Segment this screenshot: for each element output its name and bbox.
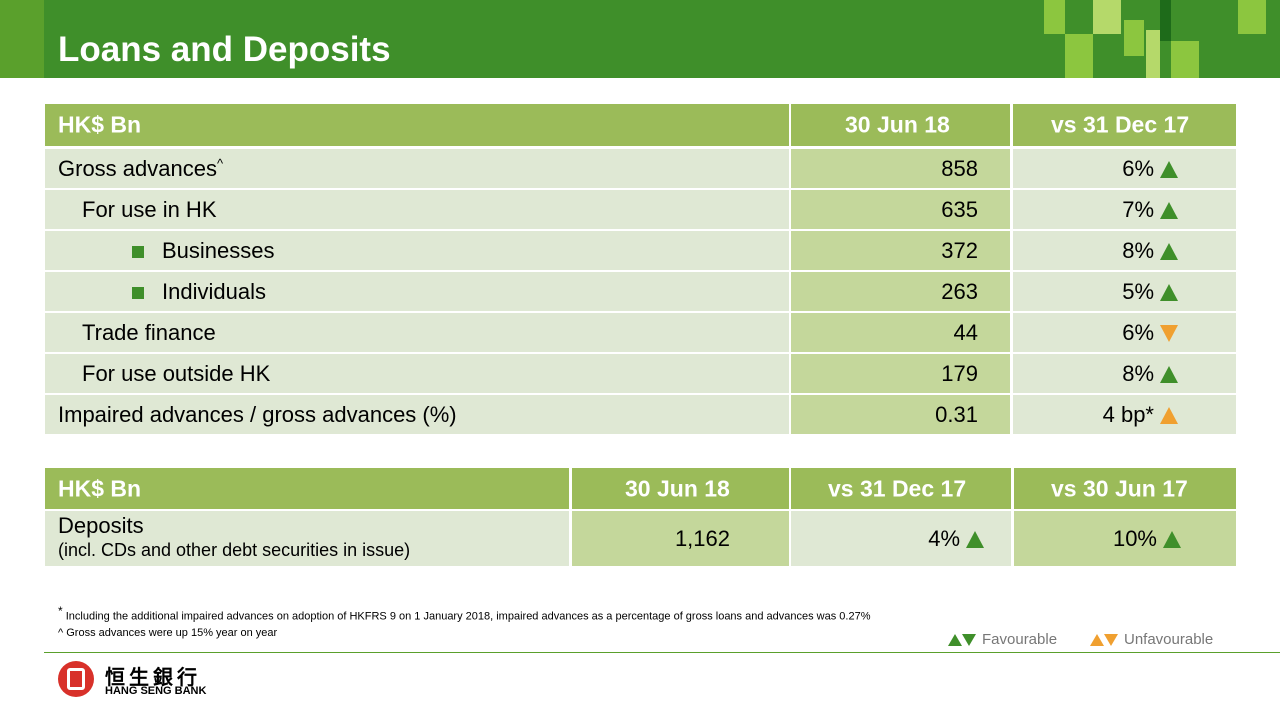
up-triangle-icon [1160,284,1178,302]
row-value: 179 [941,360,978,386]
table-row: For use outside HK 179 8% [45,354,1236,393]
row-change: 6% [1122,155,1154,181]
page-title: Loans and Deposits [58,30,391,69]
legend-favourable: Favourable [948,631,1057,648]
up-triangle-icon [1160,202,1178,220]
row-change: 4 bp* [1102,401,1154,427]
row-label: For use in HK [82,196,217,222]
footnote-caret: ^ Gross advances were up 15% year on yea… [58,627,278,639]
row-change: 6% [1122,319,1154,345]
hang-seng-logo-icon [58,661,94,697]
row-change: 7% [1122,196,1154,222]
row-value: 44 [953,319,978,345]
deposits-table: HK$ Bn 30 Jun 18 vs 31 Dec 17 vs 30 Jun … [45,468,1236,566]
row-label: Businesses [162,237,275,263]
down-triangle-icon [1104,634,1118,647]
row-change: 5% [1122,278,1154,304]
table-header: HK$ Bn 30 Jun 18 vs 31 Dec 17 [45,104,1236,146]
row-label: Individuals [162,278,266,304]
up-triangle-icon [966,531,984,549]
header-change-jun: vs 30 Jun 17 [1051,475,1188,501]
row-value: 635 [941,196,978,222]
table-row: Individuals 263 5% [45,272,1236,311]
down-triangle-icon [1160,325,1178,343]
up-triangle-icon [1160,161,1178,179]
bullet-icon [132,286,144,299]
up-triangle-icon [1160,243,1178,261]
up-triangle-icon [1163,531,1181,549]
table-row: Trade finance 44 6% [45,313,1236,352]
row-value: 263 [941,278,978,304]
footer-divider [44,652,1280,653]
table-row: Businesses 372 8% [45,231,1236,270]
deposits-value: 1,162 [674,525,730,551]
deposits-change-jun: 10% [1112,525,1157,551]
header-unit: HK$ Bn [58,475,142,501]
header-unit: HK$ Bn [58,111,142,138]
logo-english-name: HANG SENG BANK [105,685,207,697]
header-change: vs 31 Dec 17 [1051,111,1190,138]
table-row: Gross advances^ 858 6% [45,149,1236,188]
up-triangle-icon [1160,366,1178,384]
row-label: Gross advances [58,155,217,181]
row-value: 0.31 [935,401,978,427]
table-row: For use in HK 635 7% [45,190,1236,229]
footnote-star: * Including the additional impaired adva… [58,604,871,623]
row-value: 858 [941,155,978,181]
row-label: Trade finance [82,319,216,345]
advances-table: HK$ Bn 30 Jun 18 vs 31 Dec 17 Gross adva… [45,104,1236,436]
table-header: HK$ Bn 30 Jun 18 vs 31 Dec 17 vs 30 Jun … [45,468,1236,509]
table-row: Impaired advances / gross advances (%) 0.… [45,395,1236,434]
row-label: For use outside HK [82,360,271,386]
row-label: Impaired advances / gross advances (%) [58,401,457,427]
up-triangle-icon [1090,634,1104,647]
deposits-row: Deposits (incl. CDs and other debt secur… [45,511,1236,566]
deposits-sublabel: (incl. CDs and other debt securities in … [58,540,411,560]
row-value: 372 [941,237,978,263]
row-change: 8% [1122,360,1154,386]
up-triangle-icon [1160,407,1178,425]
bullet-icon [132,245,144,258]
down-triangle-icon [962,634,976,647]
header-date: 30 Jun 18 [845,111,950,138]
deposits-change-dec: 4% [928,525,960,551]
header-change-dec: vs 31 Dec 17 [828,475,967,501]
logo-chinese-name: 恒生銀行 [105,667,201,689]
header-date: 30 Jun 18 [625,475,730,501]
legend-unfavourable: Unfavourable [1090,631,1213,648]
left-accent-bar [0,0,44,78]
row-change: 8% [1122,237,1154,263]
deposits-label: Deposits [58,513,144,538]
up-triangle-icon [948,634,962,647]
